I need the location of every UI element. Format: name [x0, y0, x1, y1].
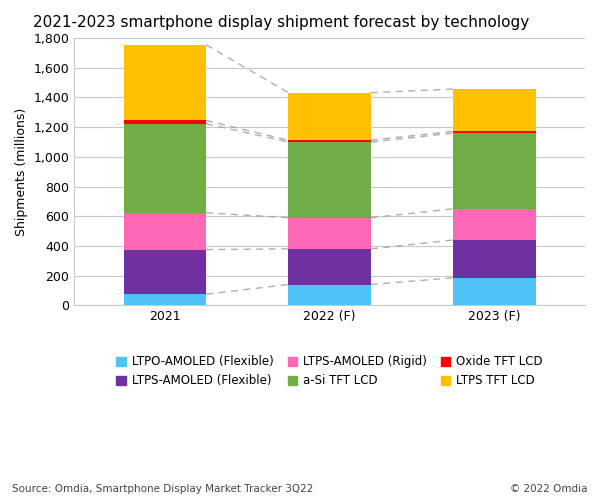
Bar: [124, 249, 206, 294]
Bar: [124, 213, 206, 249]
Bar: [453, 89, 536, 131]
Bar: [289, 249, 371, 285]
Bar: [289, 218, 371, 249]
Y-axis label: Shipments (millions): Shipments (millions): [15, 108, 28, 236]
Text: 2021-2023 smartphone display shipment forecast by technology: 2021-2023 smartphone display shipment fo…: [34, 15, 530, 30]
Bar: [289, 140, 371, 142]
Bar: [289, 142, 371, 218]
Bar: [289, 285, 371, 305]
Bar: [453, 133, 536, 209]
Bar: [124, 121, 206, 124]
Bar: [289, 93, 371, 140]
Bar: [124, 124, 206, 213]
Text: © 2022 Omdia: © 2022 Omdia: [511, 484, 588, 494]
Bar: [453, 278, 536, 305]
Bar: [453, 131, 536, 133]
Text: Source: Omdia, Smartphone Display Market Tracker 3Q22: Source: Omdia, Smartphone Display Market…: [12, 484, 313, 494]
Bar: [453, 209, 536, 240]
Legend: LTPO-AMOLED (Flexible), LTPS-AMOLED (Flexible), LTPS-AMOLED (Rigid), a-Si TFT LC: LTPO-AMOLED (Flexible), LTPS-AMOLED (Fle…: [112, 351, 548, 392]
Bar: [453, 240, 536, 278]
Bar: [124, 294, 206, 305]
Bar: [124, 45, 206, 121]
